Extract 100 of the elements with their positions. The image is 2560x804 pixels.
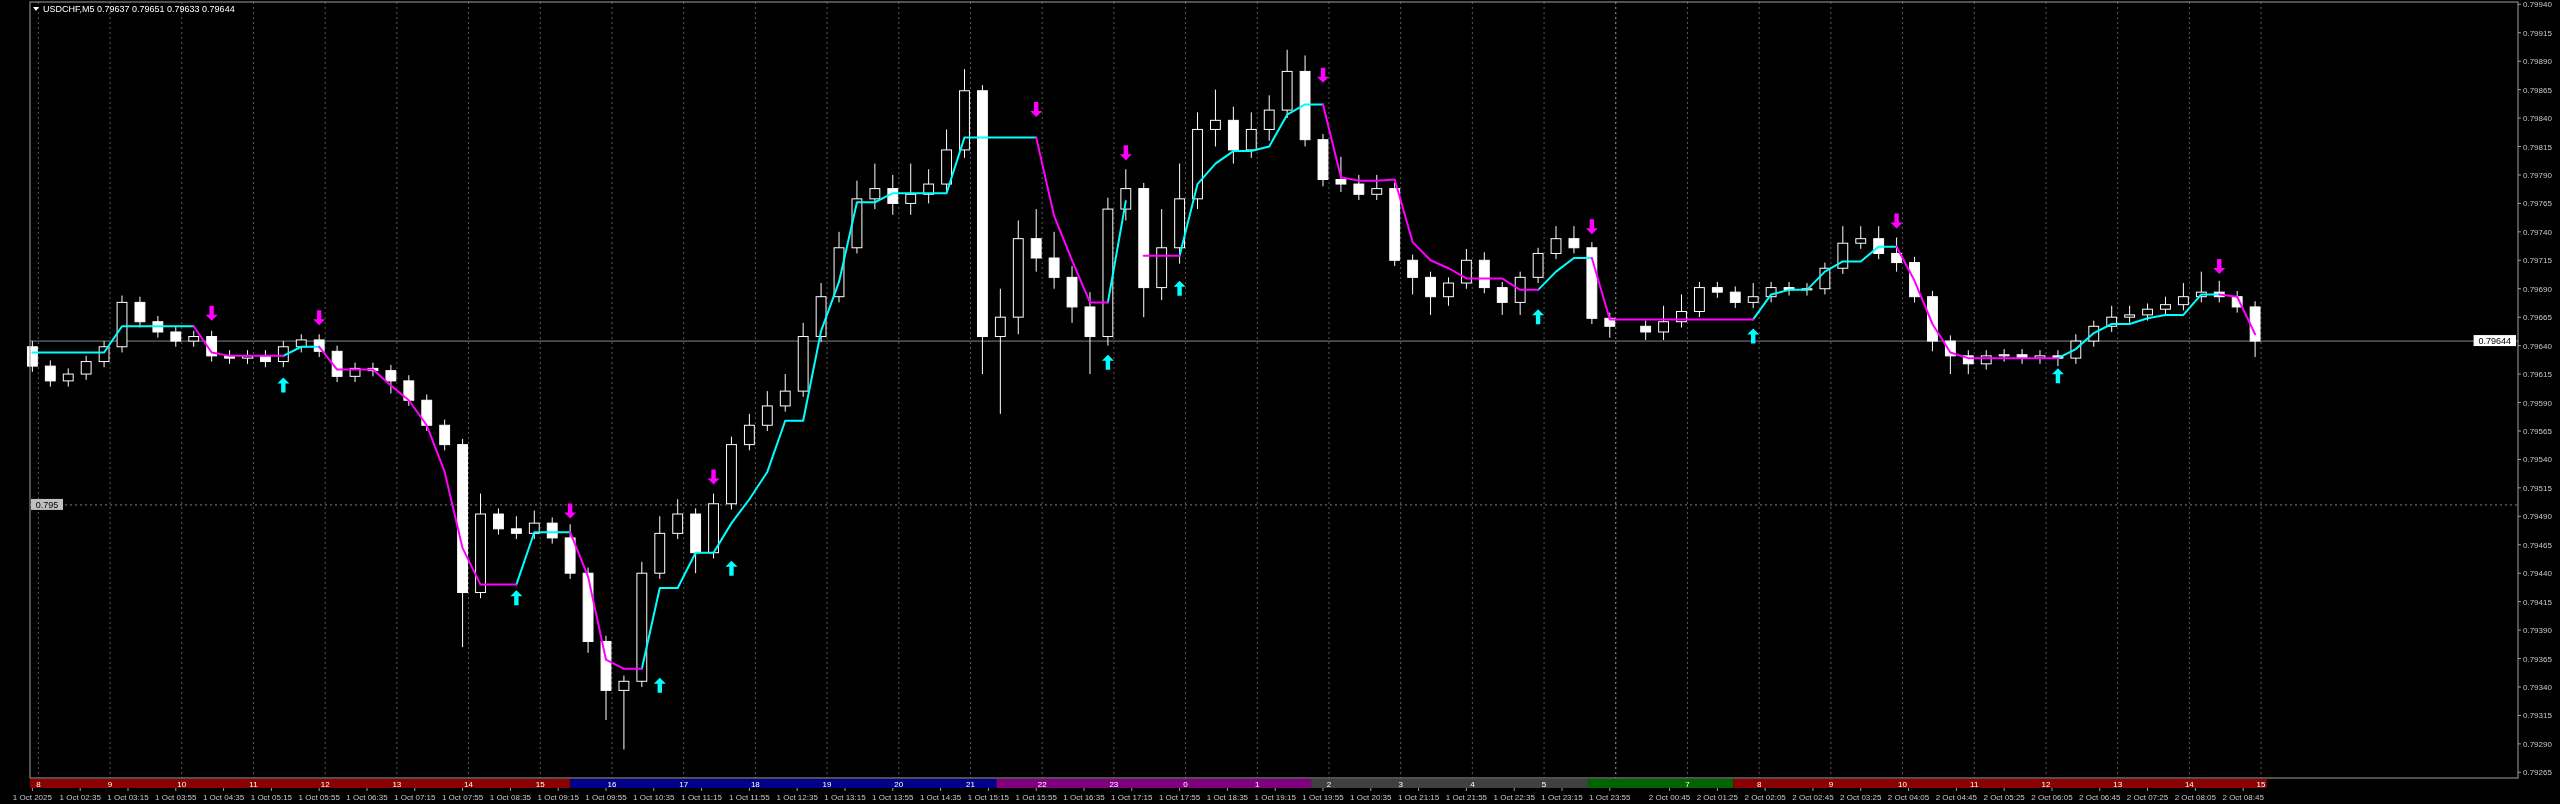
candlestick [1407,254,1419,295]
candlestick [2160,296,2171,316]
x2-tick-label: 18 [750,779,761,789]
x2-tick-label: 16 [607,779,617,789]
x-tick-label: 2 Oct 05:25 [1983,793,2026,802]
x-tick-label: 1 Oct 23:15 [1541,793,1584,802]
candlestick [1263,94,1275,142]
x2-tick-label: 13 [2113,779,2123,789]
y-tick-label: 0.79865 [2523,85,2553,95]
x-tick-label: 1 Oct 08:35 [489,793,532,802]
x-tick-label: 1 Oct 03:55 [155,793,198,802]
x2-tick-label: 2 [1326,779,1332,789]
candlestick [672,498,684,540]
x2-tick-label: 13 [392,779,402,789]
x-tick-label: 2 Oct 03:25 [1840,793,1882,802]
candlestick [62,367,74,388]
point [2213,258,2226,274]
y-tick-label: 0.79365 [2523,654,2553,664]
candlestick [1747,282,1759,309]
y-tick-label: 0.79440 [2523,569,2553,579]
y-tick-label: 0.79315 [2523,711,2553,721]
candlestick [1891,237,1903,273]
x2-tick-label: 22 [1037,779,1048,789]
x-tick-label: 1 Oct 05:15 [250,793,293,802]
x2-tick-label: 11 [1970,779,1979,789]
x2-tick-label: 20 [894,779,904,789]
x-tick-label: 1 Oct 10:35 [633,793,676,802]
x-tick-label: 2 Oct 08:45 [2222,793,2265,802]
point [1119,145,1132,161]
x2-tick-label: 23 [1109,779,1119,789]
x-tick-label: 1 Oct 13:55 [872,793,915,802]
point [653,677,666,693]
ref-line-label: 0.79644 [2478,336,2512,347]
x-tick-label: 1 Oct 03:15 [107,793,150,802]
x2-tick-label: 5 [1541,779,1547,789]
x2-tick-label: 11 [249,779,259,789]
y-tick-label: 0.79540 [2523,455,2553,465]
x2-tick-label: 10 [177,779,187,789]
x2-tick-label: 8 [1756,779,1762,789]
x-tick-label: 1 Oct 09:55 [585,793,628,802]
point [205,305,218,321]
y-tick-label: 0.79265 [2523,768,2553,778]
candlestick [1496,281,1508,316]
x-tick-label: 1 Oct 05:55 [298,793,341,802]
x-tick-label: 1 Oct 12:35 [776,793,819,802]
x2-tick-label: 15 [2256,779,2267,789]
candlestick [1568,225,1580,254]
x-tick-label: 1 Oct 22:35 [1493,793,1536,802]
candlestick [1425,271,1436,316]
x-tick-label: 1 Oct 13:15 [824,793,867,802]
y-tick-label: 0.79640 [2523,341,2553,351]
candlestick [2177,282,2189,311]
y-tick-label: 0.79915 [2523,28,2553,38]
x-tick-label: 2 Oct 01:25 [1696,793,1739,802]
y-tick-label: 0.79815 [2523,142,2553,152]
point [313,310,326,326]
y-tick-label: 0.79515 [2523,483,2553,493]
point [277,377,290,393]
candlestick [295,333,307,353]
x-tick-label: 2 Oct 02:05 [1744,793,1787,802]
chart-title: USDCHF,M5 0.79637 0.79651 0.79633 0.79644 [43,4,235,14]
candlestick [779,373,791,413]
x2-tick-label: 12 [2041,779,2051,789]
x-tick-label: 1 Oct 17:55 [1158,793,1201,802]
y-tick-label: 0.79565 [2523,426,2553,436]
x2-tick-label: 3 [1398,779,1404,789]
y-tick-label: 0.79715 [2523,256,2553,266]
candlestick [761,390,773,432]
x2-tick-label: 17 [679,779,689,789]
y-tick-label: 0.79290 [2523,739,2553,749]
x-tick-label: 1 Oct 16:35 [1063,793,1106,802]
x-tick-label: 1 Oct 2025 [12,793,53,802]
x-tick-label: 1 Oct 15:15 [967,793,1010,802]
x-tick-label: 2 Oct 06:05 [2031,793,2074,802]
candlestick [439,419,451,451]
y-tick-label: 0.79390 [2523,626,2553,636]
candlestick [1855,225,1867,250]
candlestick [1371,174,1383,201]
x2-tick-label: 0 [1183,779,1189,789]
x-tick-label: 1 Oct 11:15 [681,793,723,802]
x-tick-label: 1 Oct 07:55 [441,793,484,802]
x-tick-label: 1 Oct 19:55 [1302,793,1345,802]
candlestick [1998,348,2010,363]
candlestick [1030,208,1042,273]
point [1890,213,1903,229]
x-tick-label: 2 Oct 04:45 [1935,793,1978,802]
point [1747,328,1760,344]
x2-tick-label: 4 [1470,779,1476,789]
candlestick [134,296,146,328]
candlestick [1729,285,1741,309]
x-tick-label: 1 Oct 09:15 [537,793,580,802]
y-tick-label: 0.79890 [2523,57,2553,67]
x2-tick-label: 7 [1685,779,1691,789]
x2-tick-label: 14 [2184,779,2195,789]
candlestick [493,507,504,535]
candlestick [510,515,522,540]
candlestick [1048,231,1060,290]
x-tick-label: 1 Oct 18:35 [1206,793,1249,802]
point [1585,219,1598,235]
candlestick [1693,281,1705,318]
